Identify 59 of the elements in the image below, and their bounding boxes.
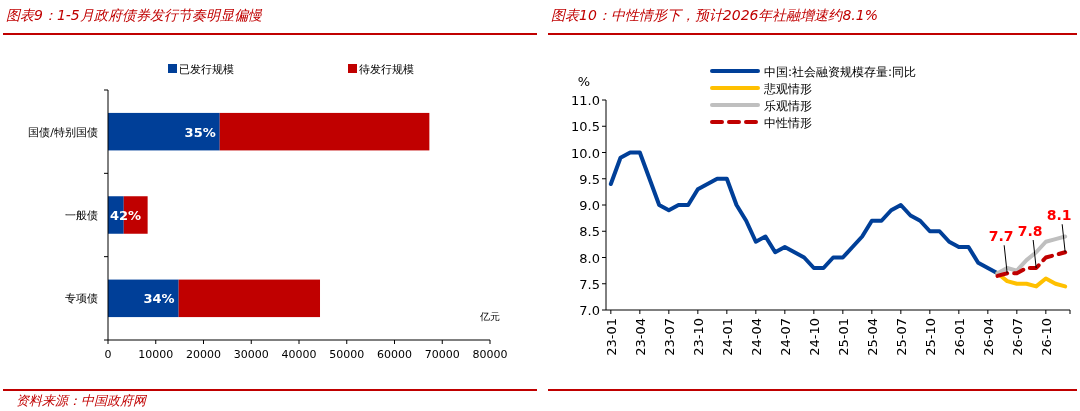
x-tick-label: 40000 [281, 348, 317, 361]
x-tick-label: 25-10 [922, 318, 938, 356]
legend-label: 悲观情形 [763, 82, 812, 96]
bar [108, 279, 179, 318]
annotation: 34% [143, 291, 175, 307]
legend-label: 待发行规模 [359, 63, 414, 76]
y-tick-label: 10.5 [571, 119, 600, 135]
legend-label: 已发行规模 [179, 63, 234, 76]
x-tick-label: 23-10 [690, 318, 706, 356]
x-tick-label: 23-04 [632, 318, 648, 356]
legend-label: 中国:社会融资规模存量:同比 [764, 65, 917, 79]
x-tick-label: 24-01 [719, 318, 735, 356]
bar [178, 279, 321, 318]
y-tick-label: 8.5 [579, 224, 600, 240]
x-tick-label: 26-04 [980, 318, 996, 356]
y-tick-label: 9.5 [579, 171, 600, 187]
x-tick-label: 23-01 [603, 318, 619, 356]
bar [219, 112, 430, 151]
x-tick-label: 25-01 [835, 318, 851, 356]
text: 资料来源：中国政府网 [16, 393, 148, 408]
y-tick-label: 国债/特别国债 [28, 125, 98, 139]
line-series [995, 250, 1068, 278]
line-series [995, 271, 1068, 289]
x-tick-label: 70000 [424, 348, 460, 361]
legend-label: 乐观情形 [764, 99, 812, 113]
x-tick-label: 80000 [472, 348, 508, 361]
x-axis-title: 亿元 [479, 311, 500, 322]
chart-title: 图表10：中性情形下，预计2026年社融增速约8.1% [551, 7, 879, 23]
legend-label: 中性情形 [764, 116, 812, 130]
x-tick-label: 10000 [138, 348, 174, 361]
data-label: 7.8 [1017, 223, 1043, 239]
y-tick-label: 专项债 [65, 292, 98, 306]
x-tick-label: 25-04 [864, 318, 880, 356]
x-tick-label: 23-07 [661, 318, 677, 356]
x-tick-label: 0 [104, 348, 112, 361]
x-tick-label: 24-10 [806, 318, 822, 356]
x-tick-label: 26-10 [1038, 318, 1054, 356]
y-tick-label: 7.0 [579, 303, 600, 318]
data-label: 7.7 [988, 228, 1014, 245]
y-tick-label: 8.0 [579, 250, 600, 266]
annotation: 35% [184, 124, 216, 140]
y-tick-label: 7.5 [579, 276, 600, 292]
x-tick-label: 30000 [233, 348, 269, 361]
y-tick-label: 9.0 [579, 198, 600, 213]
data-label: 8.1 [1046, 207, 1072, 224]
x-tick-label: 25-07 [893, 318, 909, 356]
y-tick-label: 10.0 [571, 145, 600, 161]
x-tick-label: 26-07 [1009, 318, 1025, 356]
x-tick-label: 24-04 [748, 318, 764, 356]
x-tick-label: 20000 [186, 348, 221, 361]
chart-title: 图表9：1-5月政府债券发行节奏明显偏慢 [6, 7, 263, 23]
y-tick-label: 11.0 [571, 93, 600, 108]
y-tick-label: 一般债 [65, 209, 98, 222]
bar [108, 112, 220, 151]
x-tick-label: 50000 [329, 348, 365, 361]
x-tick-label: 26-01 [951, 318, 967, 356]
x-tick-label: 24-07 [777, 318, 793, 356]
x-tick-label: 60000 [377, 348, 412, 361]
y-axis-title: % [577, 74, 591, 89]
